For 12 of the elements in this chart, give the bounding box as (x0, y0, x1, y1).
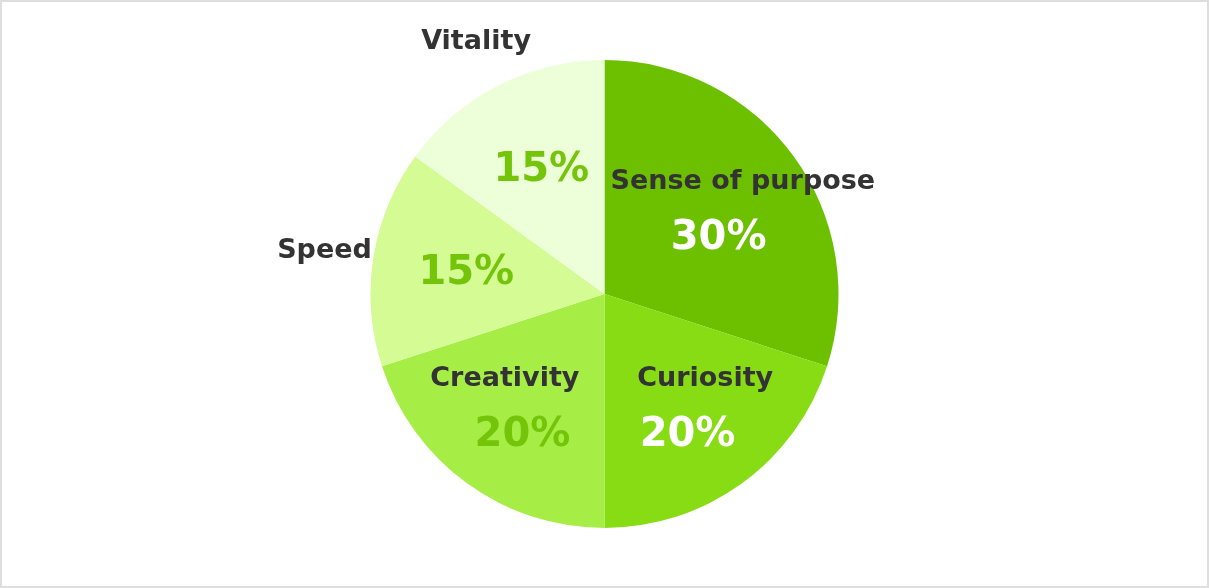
data-label: 20% (639, 408, 736, 455)
slice-label: Creativity (430, 360, 580, 392)
pie-slice (415, 60, 605, 294)
data-label: 15% (493, 143, 590, 190)
data-label: 15% (418, 247, 515, 294)
data-label: 20% (474, 408, 571, 455)
slice-label: Vitality (421, 23, 532, 55)
slice-label: Speed (277, 232, 372, 264)
pie-slice (381, 294, 605, 528)
slice-label: Curiosity (637, 360, 774, 392)
pie-slice (604, 294, 828, 528)
data-label: 30% (670, 212, 767, 259)
